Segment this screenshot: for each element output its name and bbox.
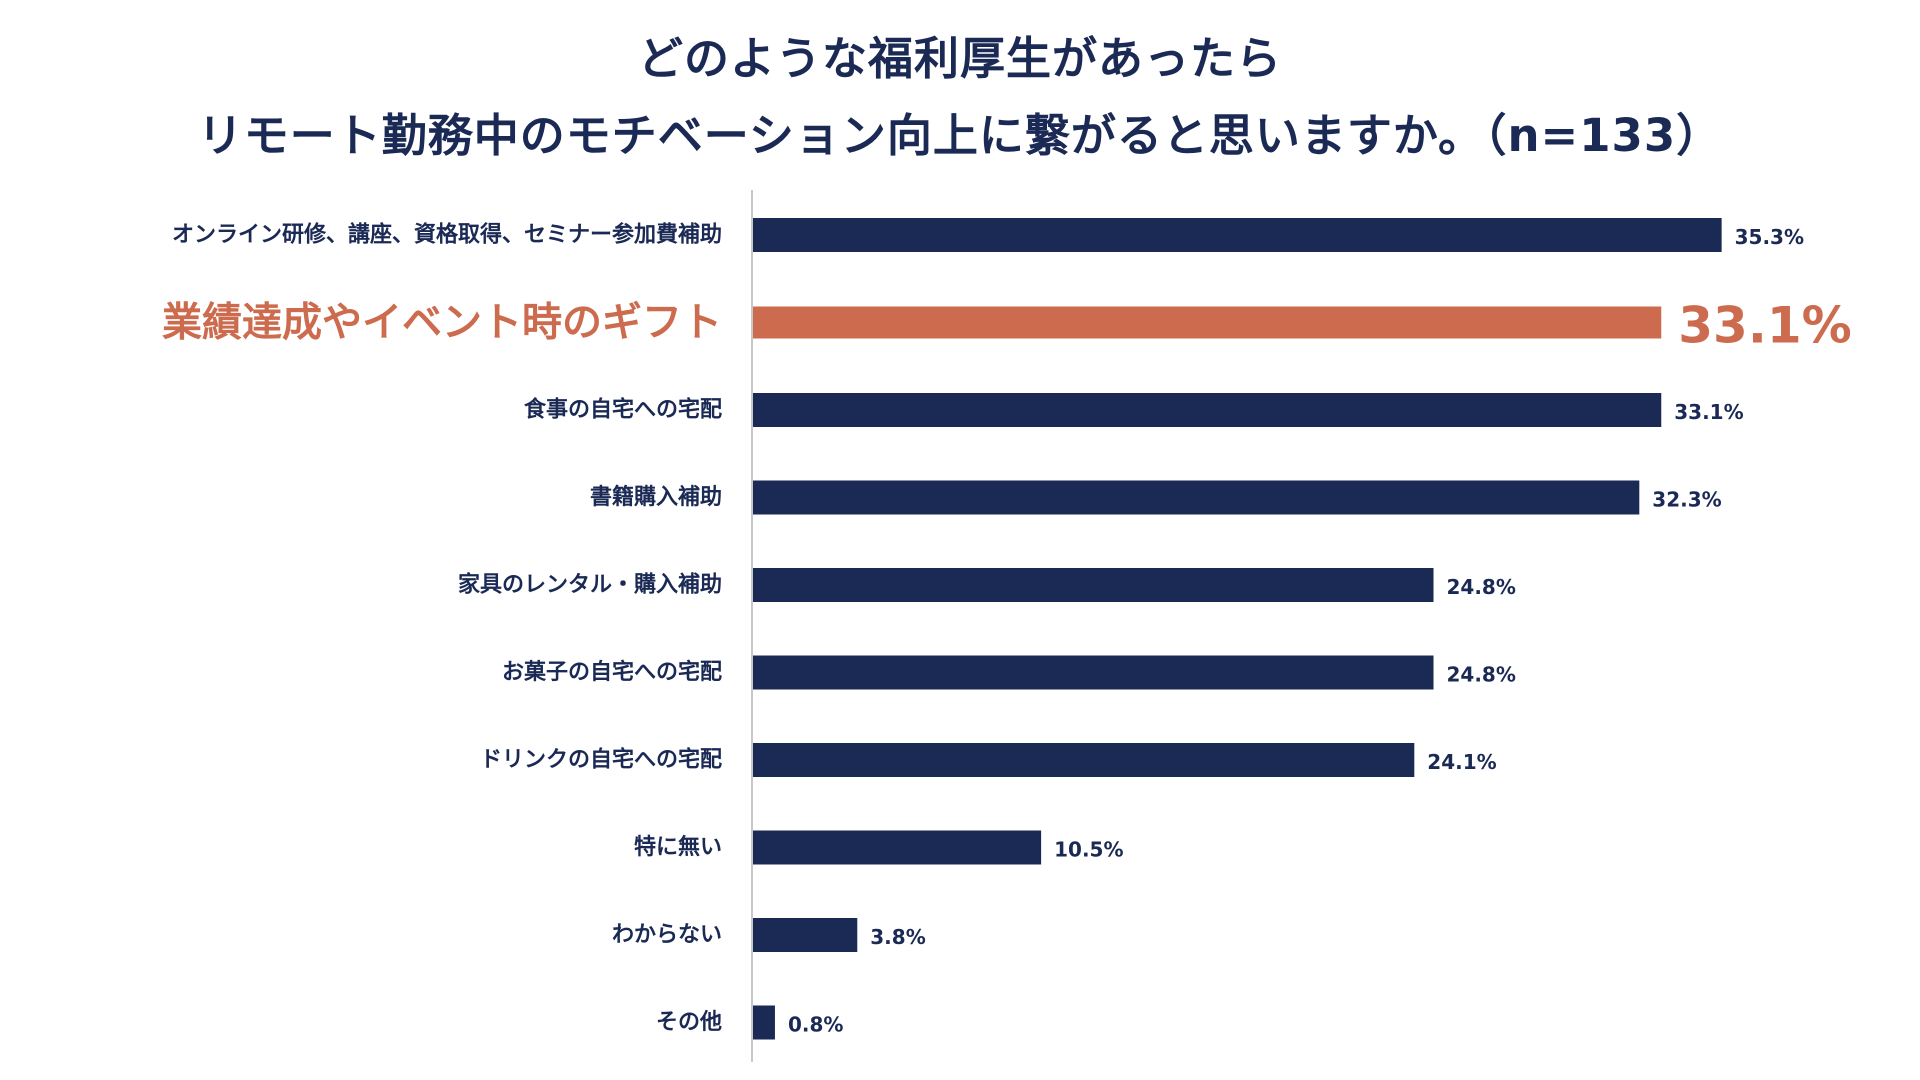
category-label-5: お菓子の自宅への宅配 <box>502 659 722 685</box>
bar-4 <box>753 568 1434 602</box>
chart-title-line-2: リモート勤務中のモチベーション向上に繋がると思いますか。（n=133） <box>197 109 1723 162</box>
category-label-2: 食事の自宅への宅配 <box>524 397 722 423</box>
value-label-7: 10.5% <box>1054 838 1123 862</box>
category-label-0: オンライン研修、講座、資格取得、セミナー参加費補助 <box>172 222 722 248</box>
value-label-3: 32.3% <box>1652 488 1721 512</box>
bar-0 <box>753 218 1722 252</box>
value-label-8: 3.8% <box>870 925 925 949</box>
value-label-4: 24.8% <box>1447 575 1516 599</box>
category-label-7: 特に無い <box>634 834 722 860</box>
category-label-4: 家具のレンタル・購入補助 <box>458 572 722 598</box>
category-label-8: わからない <box>612 923 722 948</box>
bar-1 <box>753 306 1662 339</box>
category-label-1: 業績達成やイベント時のギフト <box>162 300 722 346</box>
chart-title-line-1: どのような福利厚生があったら <box>637 32 1282 85</box>
value-label-6: 24.1% <box>1427 750 1496 774</box>
category-label-6: ドリンクの自宅への宅配 <box>480 747 722 773</box>
value-label-1: 33.1% <box>1678 297 1851 355</box>
bar-5 <box>753 655 1434 690</box>
bar-6 <box>753 743 1415 777</box>
value-label-2: 33.1% <box>1674 400 1743 424</box>
bar-7 <box>753 830 1042 865</box>
value-label-5: 24.8% <box>1447 663 1516 687</box>
value-label-9: 0.8% <box>788 1013 843 1037</box>
value-label-0: 35.3% <box>1735 225 1804 249</box>
category-label-3: 書籍購入補助 <box>590 484 722 510</box>
category-label-9: その他 <box>656 1010 722 1035</box>
bar-2 <box>753 393 1662 427</box>
bar-9 <box>753 1005 775 1040</box>
bar-8 <box>753 918 858 952</box>
bar-3 <box>753 480 1640 515</box>
